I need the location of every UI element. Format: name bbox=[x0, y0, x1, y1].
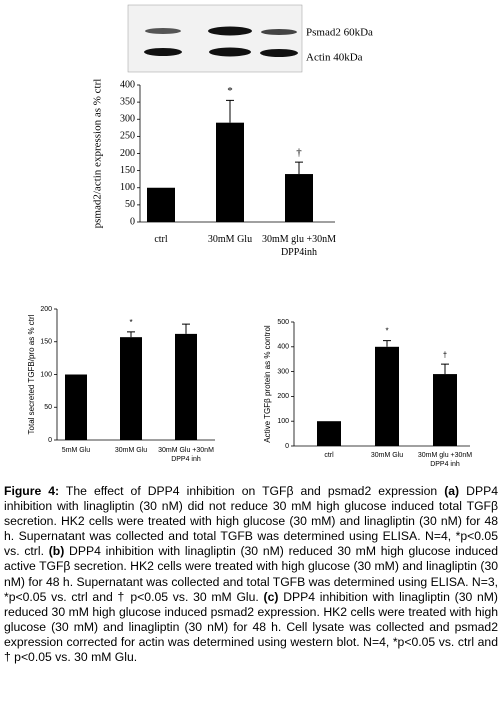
x-tick-label: 30mM Glu bbox=[207, 234, 253, 245]
y-tick-label: 400 bbox=[120, 79, 135, 90]
y-tick-label: 200 bbox=[120, 148, 135, 159]
charts: Psmad2 60kDa Actin 40kDa 0 50 100 150 200 250… bbox=[27, 4, 470, 450]
annotation: † bbox=[443, 350, 447, 359]
x-tick-label: 5mM Glu bbox=[61, 447, 91, 454]
y-tick-label: 0 bbox=[130, 216, 135, 227]
x-tick-label: 30mM Glu bbox=[114, 447, 148, 454]
bar bbox=[175, 333, 197, 440]
y-tick-label: 350 bbox=[120, 96, 135, 107]
y-tick-label: 250 bbox=[120, 131, 135, 142]
x-tick-label: ctrl bbox=[154, 234, 168, 245]
x-tick-label: ctrl bbox=[324, 452, 334, 459]
y-tick-label: 50 bbox=[125, 199, 135, 210]
annotation: * bbox=[129, 318, 132, 327]
blot-label: Actin 40kDa bbox=[306, 52, 363, 64]
y-tick-label: 300 bbox=[277, 368, 289, 375]
bar bbox=[375, 346, 399, 446]
y-tick-label: 400 bbox=[277, 344, 289, 351]
caption-text: DPP4 inhibition with linagliptin (30 nM)… bbox=[4, 484, 498, 559]
panel-label: (c) bbox=[263, 589, 279, 604]
caption-label: Figure 4: bbox=[4, 484, 60, 498]
y-tick-label: 200 bbox=[277, 393, 289, 400]
y-tick-label: 150 bbox=[120, 165, 135, 176]
y-tick-label: 0 bbox=[285, 443, 289, 450]
bar bbox=[120, 337, 142, 440]
caption-text: The effect of DPP4 inhibition on TGFβ an… bbox=[59, 484, 445, 498]
y-axis-label: psmad2/actin expression as % ctrl bbox=[92, 79, 104, 229]
error-bar bbox=[295, 161, 303, 175]
error-bar bbox=[182, 323, 190, 334]
annotation: † bbox=[296, 147, 302, 159]
error-bar bbox=[127, 331, 135, 338]
bar bbox=[433, 374, 457, 446]
bar bbox=[147, 187, 175, 222]
y-tick-label: 100 bbox=[40, 371, 52, 378]
y-axis-label: Total secreted TGFB/pro as % ctrl bbox=[27, 314, 36, 434]
caption-text: DPP4 inhibition with linagliptin (30 nM)… bbox=[4, 544, 498, 604]
x-tick-label: 30mM Glu +30nM DPP4 inh bbox=[158, 447, 214, 463]
caption: Figure 4: The effect of DPP4 inhibition … bbox=[4, 484, 498, 665]
bar bbox=[65, 374, 87, 440]
y-tick-label: 150 bbox=[40, 339, 52, 346]
panel-label: (b) bbox=[48, 544, 65, 559]
y-tick-label: 500 bbox=[277, 319, 289, 326]
error-bar bbox=[441, 363, 449, 375]
error-bar bbox=[383, 340, 391, 347]
caption-text: DPP4 inhibition with linagliptin (30 nM)… bbox=[4, 589, 498, 665]
error-bar bbox=[226, 99, 234, 123]
y-tick-label: 100 bbox=[277, 418, 289, 425]
western-blot bbox=[127, 4, 303, 73]
blot-label: Psmad2 60kDa bbox=[306, 27, 373, 39]
y-tick-label: 200 bbox=[40, 306, 52, 313]
x-tick-label: 30mM glu +30nM DPP4inh bbox=[262, 234, 336, 258]
annotation: * bbox=[385, 327, 388, 336]
bar bbox=[285, 174, 313, 222]
y-tick-label: 100 bbox=[120, 182, 135, 193]
panel-label: (a) bbox=[444, 484, 460, 498]
bar bbox=[317, 421, 341, 446]
y-tick-label: 50 bbox=[44, 404, 52, 411]
annotation: * bbox=[227, 85, 233, 97]
y-axis-label: Active TGFβ protein as % control bbox=[263, 325, 272, 443]
x-tick-label: 30mM Glu bbox=[370, 452, 404, 459]
y-tick-label: 0 bbox=[48, 437, 52, 444]
bar bbox=[216, 122, 244, 222]
x-tick-label: 30mM glu +30nM DPP4 inh bbox=[417, 452, 473, 468]
y-tick-label: 300 bbox=[120, 114, 135, 125]
